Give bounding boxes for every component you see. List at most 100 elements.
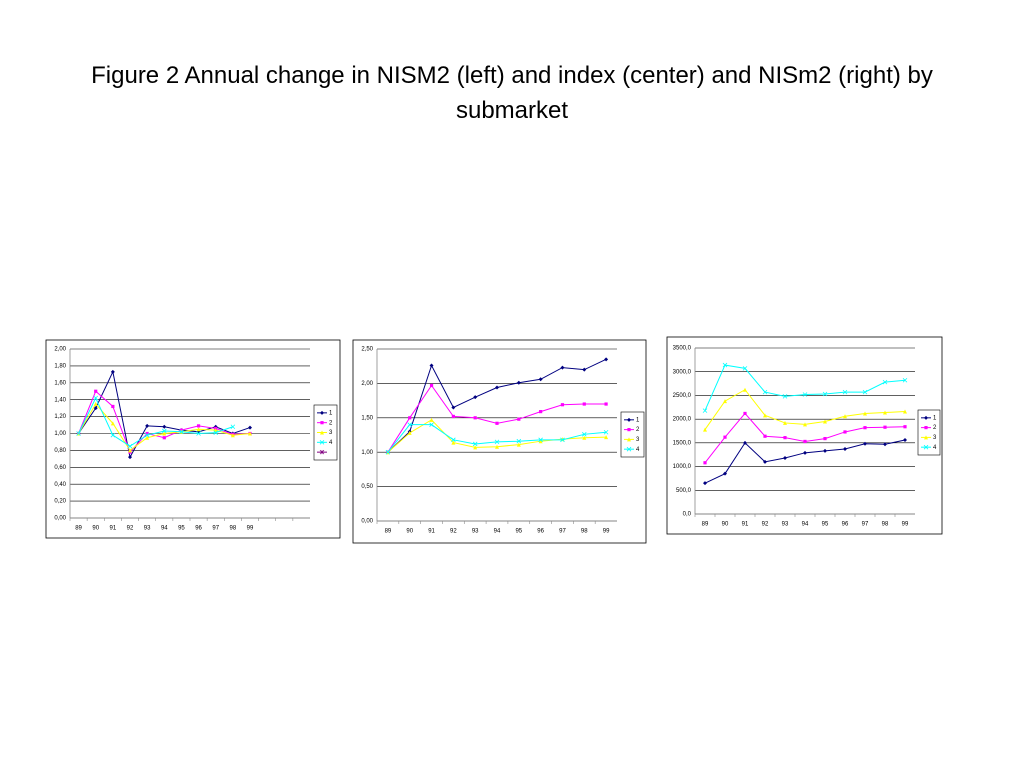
marker	[516, 438, 522, 444]
y-tick-label: 1,00	[54, 431, 66, 437]
marker	[429, 383, 434, 388]
x-tick-label: 89	[702, 522, 709, 528]
legend-label: 3	[636, 437, 640, 443]
marker	[603, 429, 609, 435]
marker	[883, 442, 887, 447]
marker	[407, 422, 413, 427]
marker	[429, 363, 434, 368]
marker	[763, 434, 767, 438]
y-tick-label: 2,50	[361, 347, 373, 353]
x-tick-label: 93	[144, 526, 151, 532]
marker	[516, 380, 521, 385]
legend-label: 1	[636, 417, 640, 423]
marker	[882, 379, 888, 385]
marker	[429, 417, 434, 422]
chart-frame	[45, 339, 341, 539]
marker	[924, 415, 928, 420]
marker	[762, 389, 768, 395]
marker	[495, 385, 499, 390]
marker	[604, 357, 609, 362]
marker	[179, 429, 184, 435]
marker	[408, 416, 412, 420]
marker	[110, 432, 116, 438]
marker	[560, 437, 565, 443]
marker	[823, 448, 827, 453]
y-tick-label: 0,60	[54, 465, 66, 471]
marker	[924, 435, 928, 440]
marker	[93, 401, 98, 406]
y-tick-label: 3000,0	[673, 369, 692, 375]
marker	[230, 424, 236, 430]
marker	[743, 387, 747, 392]
x-tick-label: 92	[127, 526, 134, 532]
marker	[722, 362, 728, 368]
legend-label: 4	[933, 445, 937, 451]
y-tick-label: 3500,0	[673, 346, 692, 352]
marker	[93, 395, 98, 401]
marker	[803, 422, 807, 427]
x-tick-label: 91	[110, 526, 117, 532]
marker	[495, 444, 499, 449]
x-tick-label: 97	[862, 522, 869, 528]
x-tick-label: 93	[782, 522, 789, 528]
marker	[581, 432, 587, 437]
legend-label: 3	[329, 430, 333, 436]
marker	[93, 406, 98, 411]
x-tick-label: 94	[802, 522, 809, 528]
x-tick-label: 97	[559, 529, 566, 535]
marker	[823, 419, 827, 424]
marker	[582, 367, 587, 372]
marker	[903, 425, 907, 429]
marker	[903, 409, 907, 414]
marker	[516, 442, 521, 447]
legend-label: 1	[933, 415, 937, 421]
marker	[472, 441, 478, 447]
marker	[560, 403, 565, 407]
marker	[924, 426, 928, 430]
marker	[743, 411, 747, 416]
y-tick-label: 2500,0	[673, 393, 692, 399]
marker	[145, 431, 149, 436]
x-tick-label: 90	[722, 522, 729, 528]
marker	[822, 391, 828, 397]
legend-label: 4	[636, 447, 640, 453]
x-tick-label: 95	[515, 529, 522, 535]
y-tick-label: 0,0	[683, 512, 692, 518]
y-tick-label: 0,50	[361, 484, 373, 490]
marker	[627, 417, 631, 422]
marker	[407, 430, 412, 435]
marker	[723, 435, 727, 439]
marker	[843, 447, 847, 452]
marker	[94, 389, 98, 393]
marker	[162, 424, 167, 429]
marker	[320, 410, 324, 415]
legend-label: 2	[933, 425, 937, 431]
marker	[604, 402, 608, 406]
marker	[111, 404, 115, 409]
y-tick-label: 1,80	[54, 363, 66, 369]
marker	[128, 455, 132, 460]
marker	[319, 440, 325, 445]
marker	[803, 439, 807, 444]
y-tick-label: 1000,0	[673, 464, 692, 470]
marker	[843, 430, 847, 434]
marker	[763, 459, 767, 464]
marker	[923, 444, 929, 450]
marker	[451, 440, 456, 445]
marker	[903, 438, 907, 443]
y-tick-label: 0,00	[54, 516, 66, 522]
legend-label: 2	[636, 427, 640, 433]
x-tick-label: 95	[822, 522, 829, 528]
marker	[451, 405, 456, 410]
marker	[248, 425, 252, 430]
marker	[539, 410, 543, 414]
x-tick-label: 93	[472, 529, 479, 535]
x-tick-label: 92	[450, 529, 457, 535]
marker	[517, 417, 521, 421]
marker	[702, 408, 708, 413]
marker	[627, 437, 631, 442]
marker	[144, 432, 150, 438]
marker	[385, 449, 391, 455]
y-tick-label: 1,50	[361, 415, 373, 421]
x-tick-label: 98	[581, 529, 588, 535]
